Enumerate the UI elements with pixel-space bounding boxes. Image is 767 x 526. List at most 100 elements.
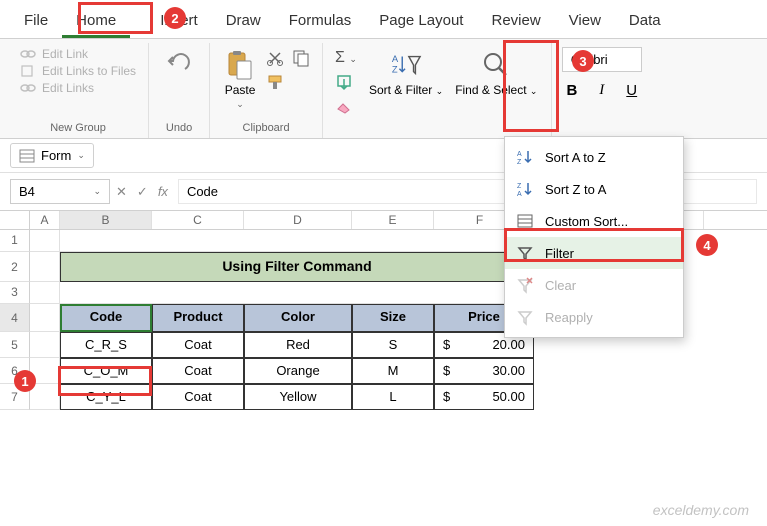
az-sort-icon: AZ: [515, 147, 535, 167]
link-icon: [20, 47, 36, 61]
menu-label: Reapply: [545, 310, 593, 325]
tab-file[interactable]: File: [10, 6, 62, 38]
svg-text:Z: Z: [392, 64, 398, 75]
tab-formulas[interactable]: Formulas: [275, 6, 366, 38]
links-icon: [20, 81, 36, 95]
cell[interactable]: [30, 282, 60, 304]
data-cell[interactable]: Coat: [152, 384, 244, 410]
col-header-d[interactable]: D: [244, 211, 352, 229]
menu-label: Sort A to Z: [545, 150, 606, 165]
col-header-c[interactable]: C: [152, 211, 244, 229]
menu-label: Sort Z to A: [545, 182, 606, 197]
cell[interactable]: [30, 384, 60, 410]
data-cell[interactable]: Coat: [152, 358, 244, 384]
data-cell[interactable]: C_Y_L: [60, 384, 152, 410]
tab-review[interactable]: Review: [477, 6, 554, 38]
bold-button[interactable]: B: [560, 80, 583, 101]
ribbon-content: Edit Link Edit Links to Files Edit Links…: [0, 39, 767, 139]
find-icon: [480, 49, 512, 81]
data-cell[interactable]: C_O_M: [60, 358, 152, 384]
callout-3: 3: [572, 50, 594, 72]
svg-text:Z: Z: [517, 159, 522, 166]
tab-data[interactable]: Data: [615, 6, 675, 38]
edit-links-label: Edit Links: [42, 81, 94, 95]
row-header[interactable]: 1: [0, 230, 30, 252]
edit-links-files-btn[interactable]: Edit Links to Files: [20, 64, 136, 78]
za-sort-icon: ZA: [515, 179, 535, 199]
svg-text:A: A: [392, 53, 399, 64]
cell[interactable]: [60, 282, 534, 304]
cancel-icon[interactable]: ✕: [116, 184, 127, 200]
col-header-b[interactable]: B: [60, 211, 152, 229]
name-box[interactable]: B4 ⌄: [10, 179, 110, 204]
undo-button[interactable]: [157, 45, 201, 85]
callout-1: 1: [14, 370, 36, 392]
cell[interactable]: [30, 304, 60, 332]
edit-links-btn[interactable]: Edit Links: [20, 81, 136, 95]
find-select-button[interactable]: Find & Select ⌄: [449, 45, 543, 101]
row-header[interactable]: 2: [0, 252, 30, 282]
menu-sort-za[interactable]: ZA Sort Z to A: [505, 173, 683, 205]
autosum-icon[interactable]: Σ ⌄: [335, 49, 357, 67]
data-cell[interactable]: C_R_S: [60, 332, 152, 358]
cut-icon[interactable]: [266, 49, 284, 67]
ribbon-group-editing: Σ ⌄ AZ Sort & Filter ⌄ Find & Select ⌄: [323, 43, 552, 138]
undo-icon: [163, 49, 195, 81]
data-cell[interactable]: Red: [244, 332, 352, 358]
cell[interactable]: [30, 252, 60, 282]
header-size[interactable]: Size: [352, 304, 434, 332]
data-cell[interactable]: M: [352, 358, 434, 384]
edit-link-label: Edit Link: [42, 47, 88, 61]
menu-custom-sort[interactable]: Custom Sort...: [505, 205, 683, 237]
underline-button[interactable]: U: [620, 80, 643, 101]
paste-button[interactable]: Paste ⌄: [218, 45, 262, 114]
ribbon-group-font: B I U: [552, 43, 651, 138]
italic-button[interactable]: I: [593, 80, 610, 101]
name-box-value: B4: [19, 184, 35, 199]
clear-icon[interactable]: [335, 97, 353, 115]
col-header-e[interactable]: E: [352, 211, 434, 229]
row-header[interactable]: 4: [0, 304, 30, 332]
cell[interactable]: [30, 332, 60, 358]
data-cell[interactable]: $30.00: [434, 358, 534, 384]
data-cell[interactable]: Yellow: [244, 384, 352, 410]
tab-view[interactable]: View: [555, 6, 615, 38]
data-cell[interactable]: $50.00: [434, 384, 534, 410]
data-cell[interactable]: S: [352, 332, 434, 358]
col-header-a[interactable]: A: [30, 211, 60, 229]
copy-icon[interactable]: [292, 49, 310, 67]
header-color[interactable]: Color: [244, 304, 352, 332]
data-cell[interactable]: Orange: [244, 358, 352, 384]
title-cell[interactable]: Using Filter Command: [60, 252, 534, 282]
svg-text:A: A: [517, 151, 522, 158]
paste-label: Paste: [225, 83, 256, 97]
select-all[interactable]: [0, 211, 30, 229]
fill-icon[interactable]: [335, 73, 353, 91]
form-button[interactable]: Form ⌄: [10, 143, 94, 168]
cell[interactable]: [30, 230, 60, 252]
data-cell[interactable]: L: [352, 384, 434, 410]
sort-filter-button[interactable]: AZ Sort & Filter ⌄: [363, 45, 449, 101]
reapply-icon: [515, 307, 535, 327]
menu-sort-az[interactable]: AZ Sort A to Z: [505, 141, 683, 173]
row-header[interactable]: 3: [0, 282, 30, 304]
sort-filter-dropdown: AZ Sort A to Z ZA Sort Z to A Custom Sor…: [504, 136, 684, 338]
tab-page-layout[interactable]: Page Layout: [365, 6, 477, 38]
tab-home[interactable]: Home: [62, 6, 130, 38]
data-cell[interactable]: Coat: [152, 332, 244, 358]
cell[interactable]: [60, 230, 534, 252]
menu-filter[interactable]: Filter: [505, 237, 683, 269]
header-product[interactable]: Product: [152, 304, 244, 332]
row-header[interactable]: 5: [0, 332, 30, 358]
group-label-clipboard: Clipboard: [243, 120, 290, 136]
tab-draw[interactable]: Draw: [212, 6, 275, 38]
group-label-undo: Undo: [166, 120, 192, 136]
filter-icon: [515, 243, 535, 263]
enter-icon[interactable]: ✓: [137, 184, 148, 200]
svg-text:Z: Z: [517, 183, 522, 190]
header-code[interactable]: Code: [60, 304, 152, 332]
edit-link-btn[interactable]: Edit Link: [20, 47, 136, 61]
format-painter-icon[interactable]: [266, 73, 284, 91]
fx-icon[interactable]: fx: [158, 184, 168, 199]
find-select-label: Find & Select ⌄: [455, 83, 537, 97]
